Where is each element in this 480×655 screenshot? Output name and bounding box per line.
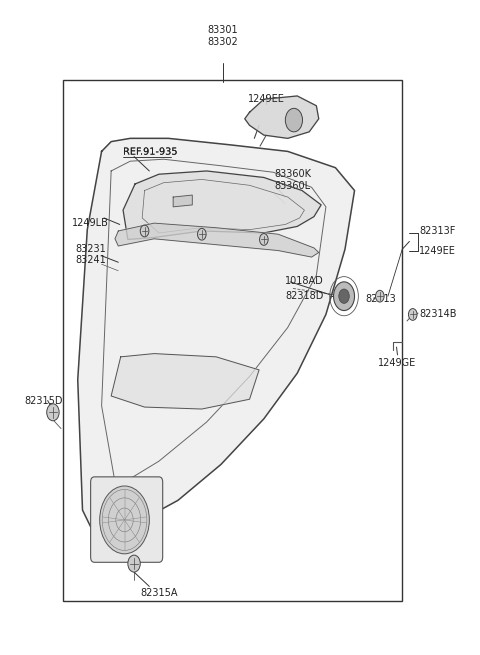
Text: 1249EE: 1249EE	[420, 246, 456, 255]
Text: 1249LB: 1249LB	[72, 218, 109, 228]
Text: 82315D: 82315D	[24, 396, 63, 405]
Polygon shape	[245, 96, 319, 138]
Circle shape	[339, 289, 349, 303]
Polygon shape	[111, 354, 259, 409]
Polygon shape	[115, 223, 319, 257]
Circle shape	[408, 309, 417, 320]
Text: 83231
83241: 83231 83241	[75, 244, 106, 265]
Text: 82313F: 82313F	[420, 226, 456, 236]
Text: 1018AD: 1018AD	[285, 276, 324, 286]
Text: 1249EE: 1249EE	[248, 94, 285, 103]
Circle shape	[140, 225, 149, 237]
Circle shape	[375, 290, 384, 302]
Text: 82318D: 82318D	[286, 291, 324, 301]
Circle shape	[260, 234, 268, 246]
Text: 83360K
83360L: 83360K 83360L	[275, 169, 312, 191]
Text: 1249GE: 1249GE	[378, 358, 417, 368]
Circle shape	[128, 555, 140, 572]
Text: 82315A: 82315A	[140, 588, 178, 599]
Circle shape	[285, 108, 302, 132]
Text: 83301
83302: 83301 83302	[207, 26, 238, 47]
Circle shape	[100, 486, 149, 554]
Text: REF.91-935: REF.91-935	[123, 147, 177, 157]
Polygon shape	[123, 171, 321, 240]
Circle shape	[334, 282, 355, 310]
Polygon shape	[173, 195, 192, 207]
Text: 82313: 82313	[365, 295, 396, 305]
Circle shape	[47, 404, 59, 421]
Circle shape	[198, 229, 206, 240]
Polygon shape	[78, 138, 355, 540]
FancyBboxPatch shape	[91, 477, 163, 562]
Text: 82314B: 82314B	[420, 309, 457, 320]
